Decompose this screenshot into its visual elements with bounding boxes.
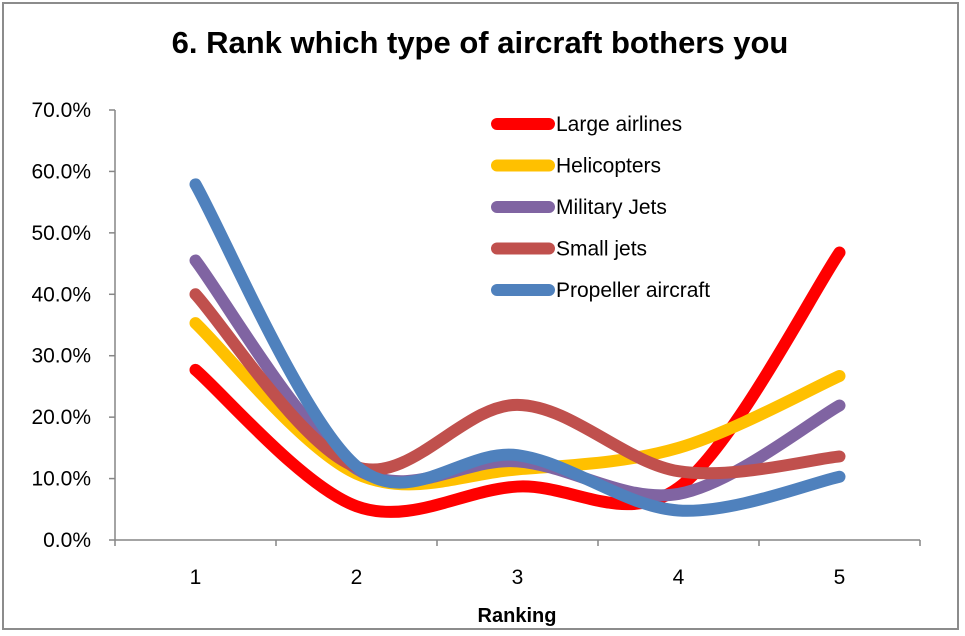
x-tick-label: 4	[673, 566, 685, 589]
series-line-large-airlines	[189, 246, 846, 518]
series-line-helicopters	[189, 317, 846, 491]
y-tick-label: 20.0%	[31, 406, 91, 429]
y-tick-label: 10.0%	[31, 468, 91, 491]
chart-title: 6. Rank which type of aircraft bothers y…	[172, 25, 789, 60]
x-tick-label: 2	[351, 566, 363, 589]
legend-label-large-airlines: Large airlines	[556, 113, 682, 136]
y-tick-label: 70.0%	[31, 99, 91, 122]
y-tick-label: 30.0%	[31, 345, 91, 368]
y-tick-label: 40.0%	[31, 283, 91, 306]
y-tick-label: 0.0%	[43, 529, 91, 552]
y-tick-label: 50.0%	[31, 222, 91, 245]
x-tick-label: 1	[190, 566, 202, 589]
legend: Large airlines Helicopters Military Jets Sm…	[491, 113, 710, 302]
x-tick-label: 3	[512, 566, 524, 589]
series-lines	[189, 178, 846, 518]
x-tick-label: 5	[834, 566, 846, 589]
x-axis-label: Ranking	[478, 605, 557, 627]
legend-label-small-jets: Small jets	[556, 238, 647, 261]
y-tick-label: 60.0%	[31, 160, 91, 183]
legend-label-propeller-aircraft: Propeller aircraft	[556, 279, 710, 302]
y-axis: 0.0% 10.0% 20.0% 30.0% 40.0% 50.0% 60.0% 70.0%	[31, 99, 116, 552]
series-line-propeller-aircraft	[189, 178, 846, 517]
legend-label-military-jets: Military Jets	[556, 196, 667, 219]
x-axis: 1 2 3 4 5	[114, 539, 921, 589]
series-line-small-jets	[189, 288, 846, 480]
legend-label-helicopters: Helicopters	[556, 155, 661, 178]
